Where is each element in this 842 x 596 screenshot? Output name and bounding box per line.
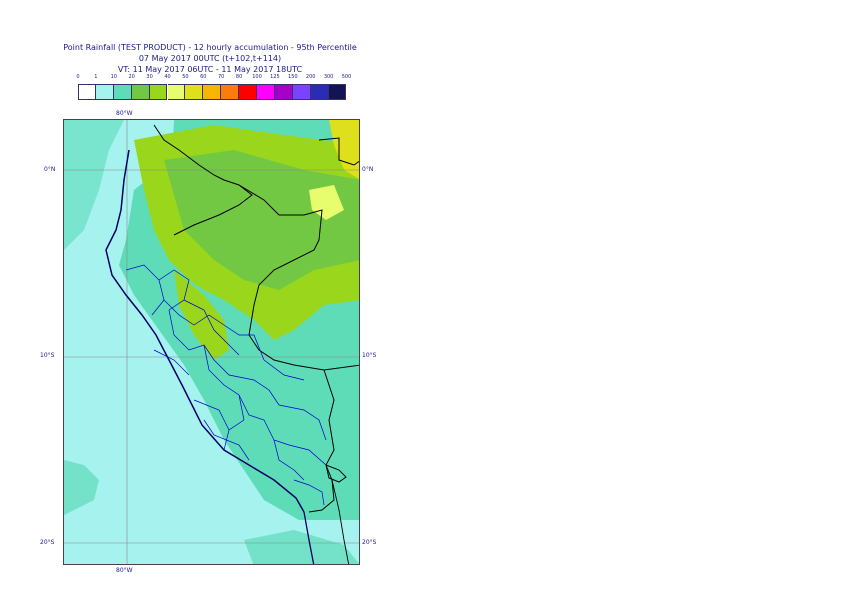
lat-label-left-10: 10°S — [40, 352, 55, 359]
lat-label-right-0: 0°N — [362, 166, 374, 173]
legend-tick-label: 150 — [288, 74, 298, 80]
offshore-teal-south — [64, 460, 99, 515]
legend-swatch — [257, 84, 275, 100]
base-time: 07 May 2017 00UTC (t+102,t+114) — [138, 54, 282, 63]
admin-boundaries — [125, 264, 327, 506]
legend-swatch — [328, 84, 347, 100]
legend-swatch — [95, 84, 114, 100]
legend-swatch — [239, 84, 257, 100]
map-title: Point Rainfall (TEST PRODUCT) - 12 hourl… — [63, 43, 357, 52]
legend-tick-label: 60 — [200, 74, 207, 80]
lat-label-right-20: 20°S — [362, 539, 377, 546]
legend-swatch — [203, 84, 222, 100]
legend-swatch — [292, 84, 311, 100]
legend-swatch — [149, 84, 168, 100]
legend-tick-label: 50 — [182, 74, 189, 80]
colombia-border-ne — [318, 137, 359, 166]
green-andes-patch — [174, 270, 229, 360]
bolivia-chile-border — [331, 479, 350, 564]
legend-swatch — [185, 84, 204, 100]
coastline — [105, 149, 305, 513]
legend-tick-label: 1 — [94, 74, 98, 80]
legend-tick-label: 80 — [235, 74, 243, 80]
lon-label-bottom: 80°W — [116, 567, 133, 574]
legend-tick-label: 100 — [252, 74, 262, 80]
ecuador-border — [153, 124, 253, 236]
legend-tick-label: 20 — [128, 74, 135, 80]
lon-label-top: 80°W — [116, 110, 133, 117]
legend-swatch — [113, 84, 132, 100]
legend-tick-label: 10 — [110, 74, 117, 80]
legend-tick-label: 70 — [218, 74, 225, 80]
legend-tick-label: 0 — [76, 74, 80, 80]
legend-tick-label: 30 — [146, 74, 153, 80]
legend-swatch — [310, 84, 329, 100]
offshore-teal-north — [64, 120, 124, 250]
legend-tick-label: 300 — [323, 74, 334, 80]
south-teal — [244, 530, 359, 564]
color-legend: 0 1 10 20 30 40 50 60 70 80 100 125 150 200 300 500 — [0, 74, 842, 104]
legend-tick-label: 500 — [341, 74, 352, 80]
lat-label-right-10: 10°S — [362, 352, 377, 359]
lat-label-left-20: 20°S — [40, 539, 55, 546]
legend-swatch — [131, 84, 150, 100]
peru-brazil-colombia-border — [238, 184, 359, 371]
validity-time: VT: 11 May 2017 06UTC - 11 May 2017 18UT… — [117, 65, 303, 74]
legend-swatch — [167, 84, 186, 100]
lake-titicaca — [325, 464, 347, 483]
legend-tick-label: 40 — [164, 74, 171, 80]
rainfall-map — [63, 119, 360, 565]
legend-swatch — [274, 84, 293, 100]
dark-green-rain-area — [164, 150, 359, 290]
legend-tick-label: 125 — [270, 74, 280, 80]
legend-tick-label: 200 — [305, 74, 316, 80]
legend-swatch — [78, 84, 96, 100]
chile-coastline — [303, 511, 315, 564]
lat-label-left-0: 0°N — [44, 166, 56, 173]
legend-swatch — [221, 84, 240, 100]
map-canvas — [64, 120, 359, 564]
